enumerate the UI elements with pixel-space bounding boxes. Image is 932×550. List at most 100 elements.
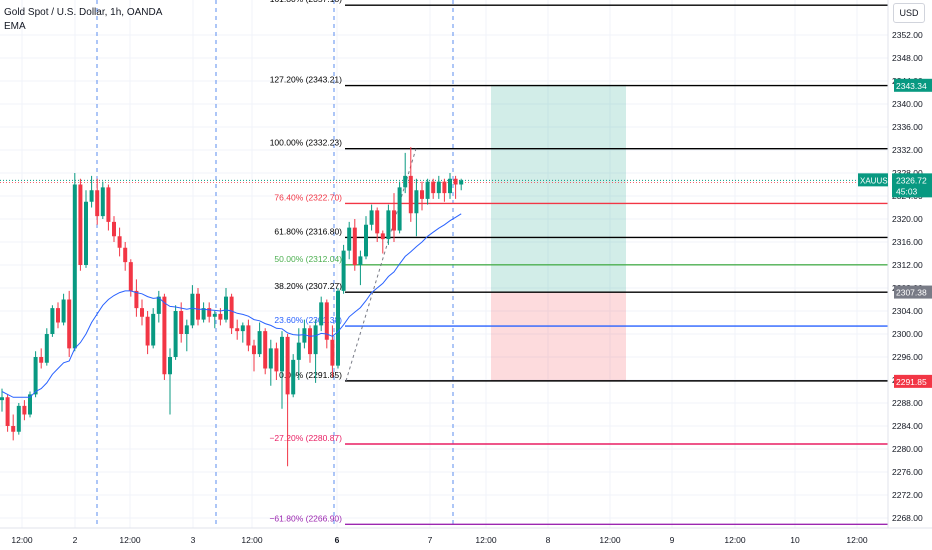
candle-body: [364, 224, 368, 257]
fib-trend-line: [345, 148, 417, 382]
candle-body: [453, 178, 458, 185]
candle-body: [56, 308, 60, 323]
time-tick-label: 10: [790, 535, 800, 545]
ema-line: [1, 213, 462, 398]
candle-body: [78, 184, 83, 265]
candle-body: [50, 308, 55, 334]
fib-level-label: 100.00% (2332.23): [270, 138, 342, 148]
fib-level-label: −27.20% (2280.87): [269, 433, 342, 443]
price-tick-label: 2276.00: [892, 467, 923, 477]
candle-body: [168, 357, 172, 375]
candle-body: [39, 357, 44, 363]
price-tick-label: 2332.00: [892, 145, 923, 155]
candle-body: [397, 187, 402, 231]
candle-body: [162, 296, 167, 375]
last-price-badge: [892, 173, 932, 198]
candle-body: [11, 426, 16, 432]
candle-body: [336, 290, 340, 366]
candle-body: [369, 210, 374, 225]
fib-level-label: 127.20% (2343.21): [270, 75, 342, 85]
price-tick-label: 2272.00: [892, 490, 923, 500]
price-tick-label: 2268.00: [892, 513, 923, 523]
candle-body: [235, 328, 240, 332]
fib-level-label: 23.60% (2301.38): [274, 315, 342, 325]
candle-body: [380, 233, 385, 240]
time-tick-label: 12:00: [241, 535, 263, 545]
candle-body: [436, 181, 441, 194]
candle-body: [420, 190, 424, 199]
price-tick-label: 2280.00: [892, 444, 923, 454]
candle-body: [425, 181, 430, 199]
price-badge: [894, 374, 932, 388]
candle-body: [123, 247, 128, 263]
candle-body: [459, 180, 464, 185]
candle-body: [375, 210, 380, 234]
candle-body: [263, 331, 268, 369]
candle-body: [352, 227, 357, 265]
candle-body: [5, 397, 10, 426]
candle-body: [145, 316, 150, 346]
price-tick-label: 2340.00: [892, 99, 923, 109]
price-badge-text: 2307.38: [896, 288, 927, 298]
candle-body: [218, 313, 223, 320]
symbol-badge-text: XAUUSD: [860, 176, 894, 185]
candle-body: [224, 296, 228, 320]
candle-body: [84, 201, 88, 265]
candle-body: [246, 325, 251, 346]
candle-body: [22, 405, 27, 415]
time-tick-label: 12:00: [119, 535, 141, 545]
price-tick-label: 2328.00: [892, 168, 923, 178]
price-tick-label: 2288.00: [892, 398, 923, 408]
fib-level-label: −61.80% (2266.90): [269, 513, 342, 523]
candle-body: [280, 336, 284, 372]
time-tick-label: 12:00: [11, 535, 33, 545]
candle-body: [0, 397, 4, 401]
time-tick-label: 12:00: [599, 535, 621, 545]
candle-body: [313, 325, 318, 355]
chart-legend: Gold Spot / U.S. Dollar, 1h, OANDA EMA: [4, 6, 162, 34]
candle-body: [285, 336, 290, 395]
price-badge: [894, 285, 932, 299]
time-tick-label: 9: [670, 535, 675, 545]
candle-body: [291, 359, 296, 395]
indicator-label[interactable]: EMA: [4, 21, 26, 32]
candle-body: [61, 299, 66, 323]
candle-body: [201, 308, 206, 320]
candle-body: [431, 181, 436, 194]
time-tick-label: 12:00: [475, 535, 497, 545]
candle-body: [112, 221, 116, 237]
fib-level-label: 161.80% (2357.18): [270, 0, 342, 4]
currency-button[interactable]: USD: [893, 3, 925, 23]
time-tick-label: 3: [191, 535, 196, 545]
candle-body: [319, 302, 324, 326]
candle-body: [196, 293, 200, 320]
price-badge-text: 2291.85: [896, 377, 927, 387]
candle-body: [252, 345, 256, 355]
candle-body: [33, 357, 38, 395]
candle-body: [190, 293, 195, 326]
candle-body: [392, 210, 396, 231]
symbol-title[interactable]: Gold Spot / U.S. Dollar, 1h, OANDA: [4, 7, 163, 18]
candle-body: [184, 325, 189, 334]
time-tick-label: 2: [73, 535, 78, 545]
candle-body: [358, 256, 363, 265]
candle-body: [408, 175, 413, 214]
candle-body: [134, 290, 139, 309]
candle-body: [240, 325, 245, 332]
price-tick-label: 2304.00: [892, 306, 923, 316]
fib-level-label: 38.20% (2307.27): [274, 281, 342, 291]
countdown-text: 45:03: [896, 186, 918, 196]
candle-body: [274, 348, 279, 372]
candle-body: [212, 313, 217, 317]
last-price-text: 2326.72: [896, 175, 927, 185]
symbol-badge: [858, 173, 888, 187]
candle-body: [28, 394, 32, 415]
position-profit-zone: [491, 84, 626, 292]
price-tick-label: 2316.00: [892, 237, 923, 247]
candle-body: [386, 210, 391, 240]
candle-body: [44, 334, 49, 363]
candle-body: [403, 175, 408, 188]
candle-body: [95, 190, 100, 217]
